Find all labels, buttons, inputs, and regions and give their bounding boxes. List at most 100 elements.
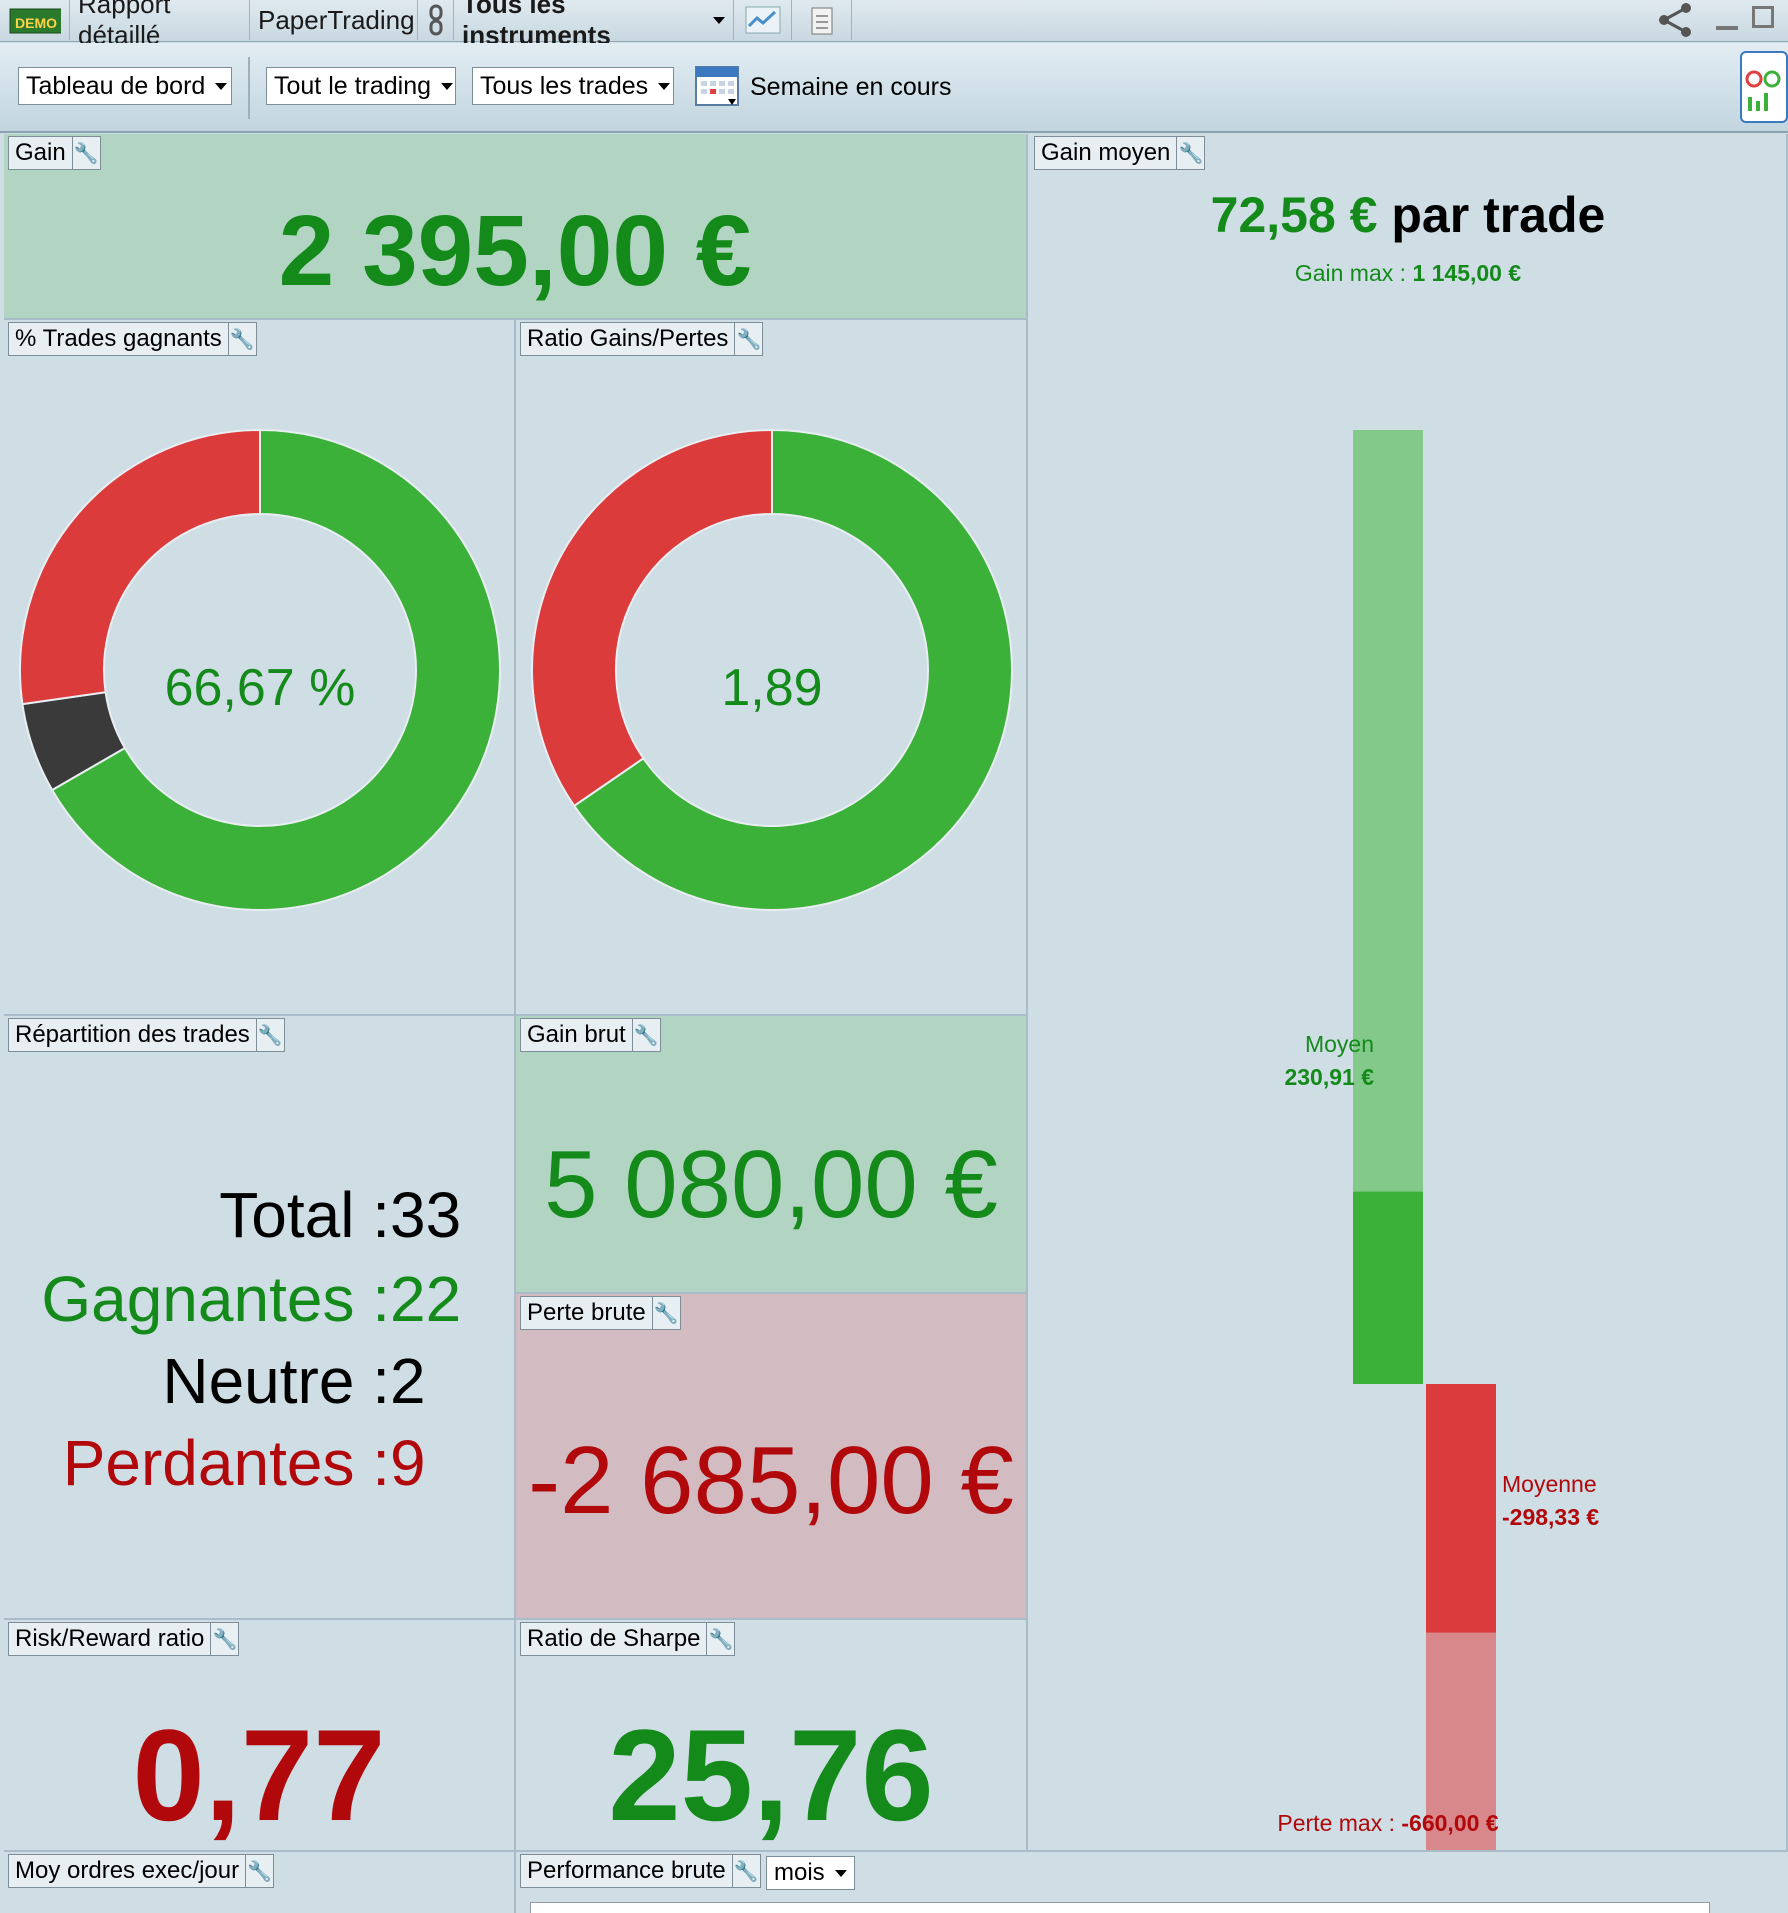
distribution-total-value: 33 <box>390 1179 462 1251</box>
ratio-gl-slice-perte-brute <box>531 428 773 808</box>
win-pct-center-value: 66,67 % <box>164 659 356 717</box>
avg-gain-title-label: Gain moyen <box>1041 139 1171 166</box>
wrench-icon[interactable]: 🔧 <box>731 1855 760 1887</box>
win-pct-slice-perdantes <box>19 428 261 706</box>
win-pct-panel-title[interactable]: % Trades gagnants 🔧 <box>8 322 257 356</box>
toolbar-divider <box>248 57 250 119</box>
distribution-winners-value: 22 <box>390 1263 462 1335</box>
chevron-down-icon <box>658 82 671 90</box>
chart-tab-icon[interactable] <box>734 0 792 40</box>
link-icon[interactable] <box>418 0 454 40</box>
wrench-icon[interactable]: 🔧 <box>210 1623 238 1655</box>
distribution-neutral-label: Neutre : <box>162 1345 390 1417</box>
trading-dropdown[interactable]: Tout le trading <box>266 67 456 105</box>
gross-perf-chart-area <box>530 1902 1710 1913</box>
risk-reward-title-label: Risk/Reward ratio <box>15 1625 205 1652</box>
trades-dropdown-label: Tous les trades <box>480 71 649 100</box>
maximize-icon[interactable] <box>1750 4 1778 32</box>
wrench-icon[interactable]: 🔧 <box>227 323 256 355</box>
avg-orders-title-label: Moy ordres exec/jour <box>15 1857 240 1884</box>
period-label[interactable]: Semaine en cours <box>750 73 952 101</box>
dashboard-widget-icon[interactable] <box>1740 51 1788 123</box>
gross-perf-title-label: Performance brute <box>527 1857 726 1884</box>
avg-loss-value: -298,33 € <box>1502 1504 1600 1530</box>
distribution-row-neutral: Neutre :2 <box>162 1344 490 1418</box>
risk-reward-panel-title[interactable]: Risk/Reward ratio 🔧 <box>8 1622 240 1656</box>
gain-max-line: Gain max : 1 145,00 € <box>1028 260 1786 287</box>
gross-gain-value: 5 080,00 € <box>544 1131 998 1238</box>
gross-perf-panel: Performance brute 🔧 mois <box>516 1852 1788 1913</box>
wrench-icon[interactable]: 🔧 <box>1176 137 1204 169</box>
distribution-winners-label: Gagnantes : <box>41 1263 390 1335</box>
avg-win-label: Moyen <box>1304 1031 1374 1057</box>
tab-account[interactable]: PaperTrading <box>250 0 418 40</box>
ratio-gl-slice-gain-brut <box>572 428 1013 911</box>
calendar-icon[interactable] <box>694 63 742 109</box>
avg-orders-panel-title[interactable]: Moy ordres exec/jour 🔧 <box>8 1854 275 1888</box>
ratio-gl-panel: Ratio Gains/Pertes 🔧 1,89 <box>516 320 1028 1016</box>
ratio-gl-donut <box>531 428 1013 911</box>
avg-gain-panel: Gain moyen 🔧 72,58 € par trade Gain max :… <box>1028 134 1788 1852</box>
gain-max-value: 1 145,00 € <box>1412 260 1522 286</box>
share-icon[interactable] <box>1652 2 1700 38</box>
wrench-icon[interactable]: 🔧 <box>245 1855 273 1887</box>
win-pct-title-label: % Trades gagnants <box>15 325 222 352</box>
instrument-selector[interactable]: Tous les instruments <box>454 0 734 50</box>
loss-max-value: -660,00 € <box>1401 1810 1499 1836</box>
loss-avg-bar <box>1426 1384 1496 1633</box>
dashboard-dropdown-label: Tableau de bord <box>26 71 206 100</box>
wrench-icon[interactable]: 🔧 <box>651 1297 680 1329</box>
avg-loss-label: Moyenne <box>1502 1471 1597 1497</box>
wrench-icon[interactable]: 🔧 <box>255 1019 284 1051</box>
distribution-row-total: Total :33 <box>219 1178 490 1252</box>
wrench-icon[interactable]: 🔧 <box>734 323 762 355</box>
document-icon[interactable] <box>792 0 852 40</box>
demo-icon: DEMO <box>9 8 61 34</box>
trading-dropdown-label: Tout le trading <box>274 71 432 100</box>
chevron-down-icon <box>215 82 228 90</box>
gross-loss-value: -2 685,00 € <box>528 1427 1014 1534</box>
distribution-title-label: Répartition des trades <box>15 1021 250 1048</box>
distribution-panel: Répartition des trades 🔧 Total :33 Gagnan… <box>4 1016 516 1620</box>
minimize-icon[interactable] <box>1714 12 1740 34</box>
gain-panel: Gain 🔧 2 395,00 € <box>4 134 1028 320</box>
gross-loss-title-label: Perte brute <box>527 1299 646 1326</box>
gain-title-label: Gain <box>15 139 66 166</box>
wrench-icon[interactable]: 🔧 <box>631 1019 660 1051</box>
gain-avg-bar <box>1353 1191 1423 1384</box>
dashboard-dropdown[interactable]: Tableau de bord <box>18 67 232 105</box>
gross-perf-period-dropdown[interactable]: mois <box>766 1856 855 1890</box>
avg-gain-suffix: par trade <box>1391 187 1606 243</box>
distribution-row-losers: Perdantes :9 <box>63 1426 490 1500</box>
win-pct-panel: % Trades gagnants 🔧 66,67 % <box>4 320 516 1016</box>
distribution-total-label: Total : <box>219 1179 390 1251</box>
distribution-panel-title[interactable]: Répartition des trades 🔧 <box>8 1018 285 1052</box>
gain-value: 2 395,00 € <box>278 195 752 307</box>
sharpe-panel-title[interactable]: Ratio de Sharpe 🔧 <box>520 1622 736 1656</box>
chevron-down-icon <box>441 82 454 90</box>
avg-gain-panel-title[interactable]: Gain moyen 🔧 <box>1034 136 1206 170</box>
gross-perf-panel-title[interactable]: Performance brute 🔧 <box>520 1854 761 1888</box>
distribution-row-winners: Gagnantes :22 <box>41 1262 490 1336</box>
distribution-losers-value: 9 <box>390 1427 426 1499</box>
trades-dropdown[interactable]: Tous les trades <box>472 67 674 105</box>
avg-loss-annotation: Moyenne -298,33 € <box>1502 1468 1599 1534</box>
wrench-icon[interactable]: 🔧 <box>706 1623 734 1655</box>
sharpe-panel: Ratio de Sharpe 🔧 25,76 <box>516 1620 1028 1852</box>
sharpe-title-label: Ratio de Sharpe <box>527 1625 701 1652</box>
demo-badge: DEMO <box>0 0 70 40</box>
gross-gain-panel-title[interactable]: Gain brut 🔧 <box>520 1018 661 1052</box>
chevron-down-icon <box>713 16 725 24</box>
avg-gain-value: 72,58 € <box>1210 187 1378 243</box>
gross-loss-panel-title[interactable]: Perte brute 🔧 <box>520 1296 681 1330</box>
ratio-gl-center-value: 1,89 <box>721 659 823 717</box>
ratio-gl-panel-title[interactable]: Ratio Gains/Pertes 🔧 <box>520 322 764 356</box>
tab-report[interactable]: Rapport détaillé <box>70 0 250 50</box>
wrench-icon[interactable]: 🔧 <box>71 137 100 169</box>
gain-max-label: Gain max : <box>1294 260 1407 286</box>
gain-panel-title[interactable]: Gain 🔧 <box>8 136 101 170</box>
gross-loss-panel: Perte brute 🔧 -2 685,00 € <box>516 1294 1028 1620</box>
win-pct-slice-gagnantes <box>50 428 501 911</box>
sharpe-value: 25,76 <box>608 1702 934 1848</box>
avg-gain-headline: 72,58 € par trade <box>1028 186 1786 244</box>
